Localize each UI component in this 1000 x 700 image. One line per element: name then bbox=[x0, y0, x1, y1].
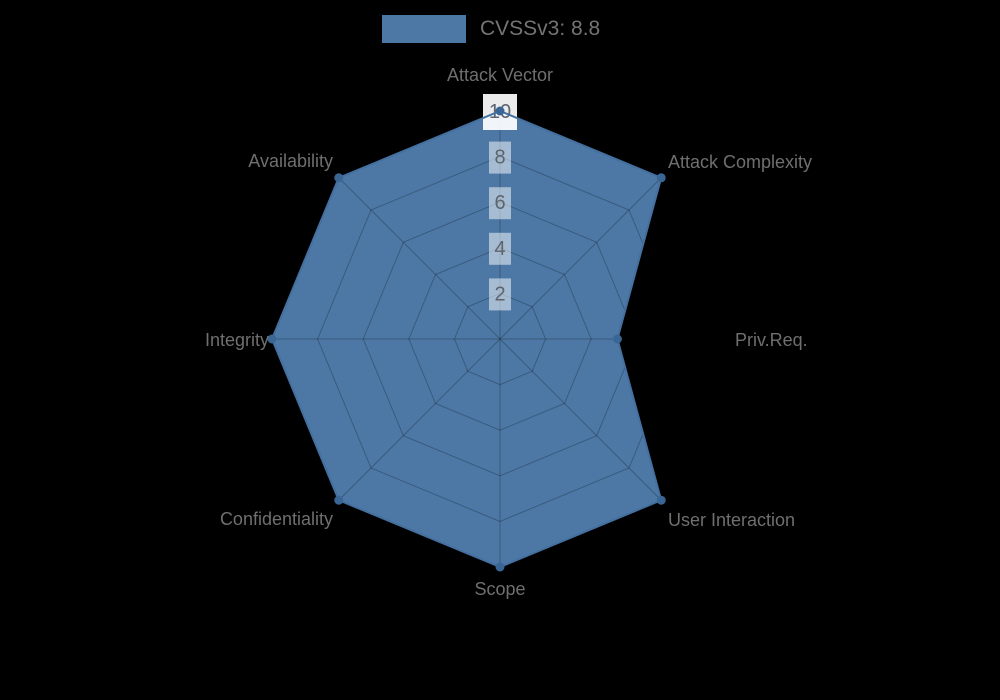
grid-spoke bbox=[338, 338, 501, 501]
tick-box-8 bbox=[489, 141, 511, 174]
vertex-marker bbox=[334, 495, 344, 505]
grid-spoke bbox=[499, 338, 662, 501]
tick-label-4: 4 bbox=[494, 238, 505, 260]
grid-ring-4 bbox=[408, 247, 592, 431]
tick-box-6 bbox=[489, 187, 511, 220]
legend-swatch bbox=[382, 15, 466, 43]
axis-label-priv-req: Priv.Req. bbox=[735, 330, 808, 350]
axis-label-attack-vector: Attack Vector bbox=[447, 65, 553, 85]
axis-label-integrity: Integrity bbox=[205, 330, 269, 350]
tick-label-8: 8 bbox=[494, 147, 505, 169]
axis-label-confidentiality: Confidentiality bbox=[220, 509, 333, 529]
grid-ring-6 bbox=[362, 201, 638, 477]
chart-legend[interactable]: CVSSv3: 8.8 bbox=[382, 15, 600, 43]
axis-label-user-interaction: User Interaction bbox=[668, 510, 795, 530]
vertex-marker bbox=[267, 334, 277, 344]
vertex-marker bbox=[656, 495, 666, 505]
legend-label: CVSSv3: 8.8 bbox=[480, 17, 601, 40]
grid-spoke bbox=[499, 177, 662, 340]
series-area bbox=[272, 111, 662, 567]
grid-ring-2 bbox=[453, 292, 547, 386]
tick-label-2: 2 bbox=[494, 283, 505, 305]
tick-box-2 bbox=[489, 278, 511, 311]
grid-spoke bbox=[338, 177, 501, 340]
tick-label-6: 6 bbox=[494, 192, 505, 214]
axis-label-scope: Scope bbox=[474, 579, 525, 599]
vertex-marker bbox=[612, 334, 622, 344]
vertex-marker bbox=[495, 562, 505, 572]
axis-label-availability: Availability bbox=[248, 151, 333, 171]
vertex-marker bbox=[334, 173, 344, 183]
vertex-marker bbox=[656, 173, 666, 183]
axis-label-attack-complexity: Attack Complexity bbox=[668, 152, 812, 172]
grid-ring-8 bbox=[317, 156, 683, 522]
vertex-marker bbox=[495, 106, 505, 116]
tick-box-4 bbox=[489, 232, 511, 265]
